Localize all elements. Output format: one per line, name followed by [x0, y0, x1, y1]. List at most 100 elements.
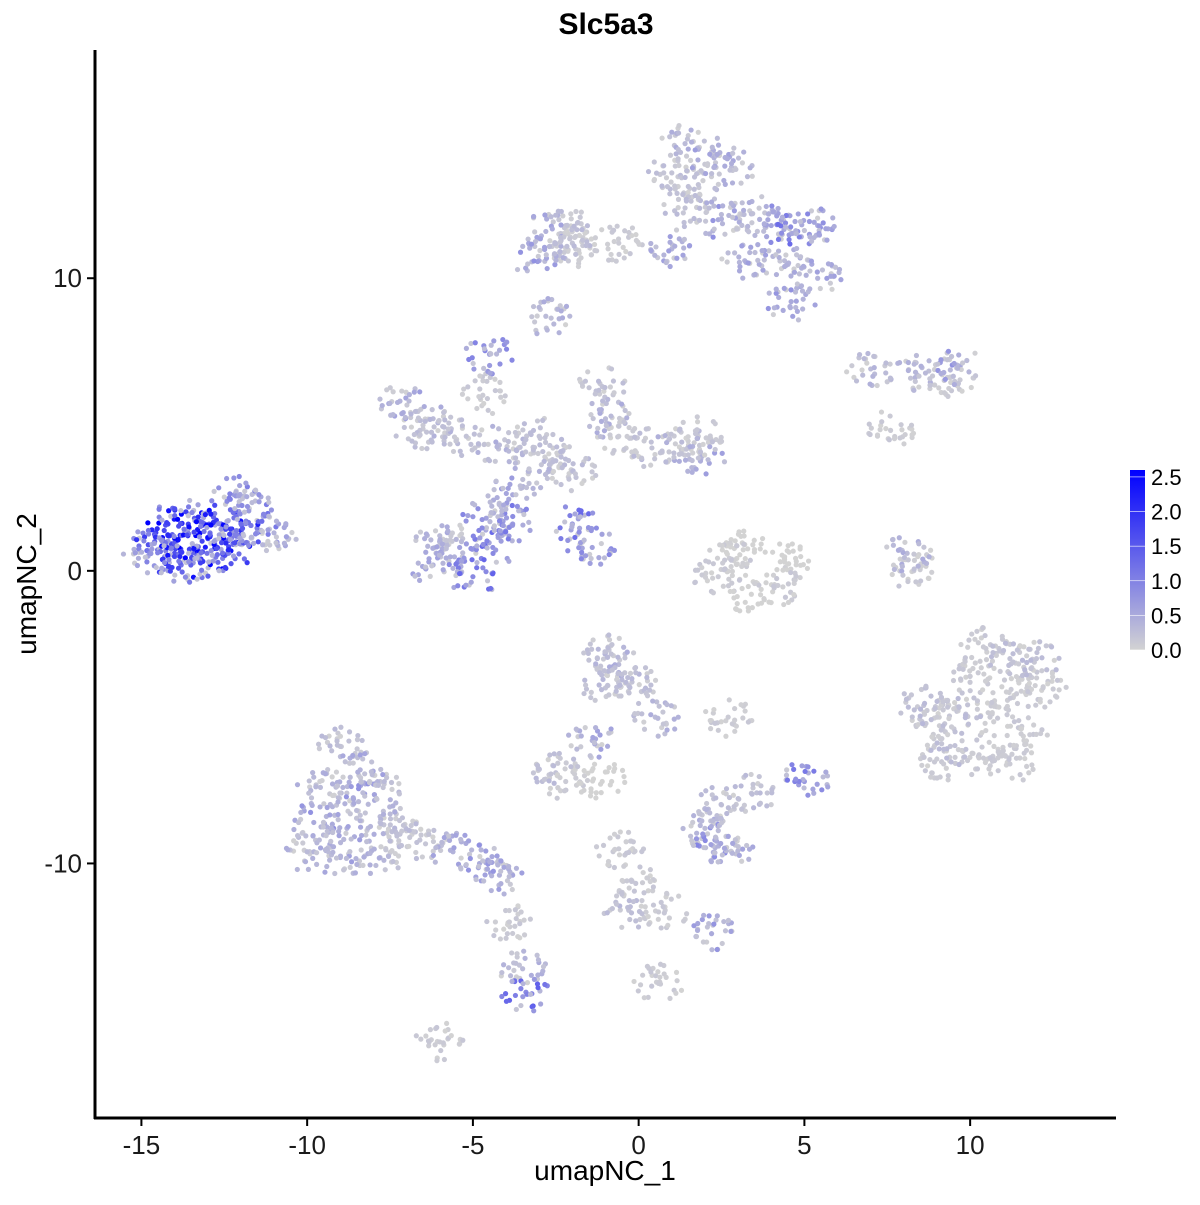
cell-point — [211, 488, 217, 494]
cell-point — [488, 342, 494, 348]
cell-point — [594, 429, 600, 436]
cell-point — [1004, 732, 1010, 739]
cell-point — [720, 203, 726, 209]
cell-point — [512, 923, 518, 929]
cell-point — [811, 219, 817, 225]
cell-point — [622, 407, 628, 414]
cell-point — [791, 766, 797, 772]
cell-point — [430, 852, 436, 859]
cell-point — [801, 785, 807, 791]
cell-point — [798, 283, 805, 289]
cell-point — [695, 129, 701, 135]
cell-point — [621, 255, 627, 261]
cell-point — [867, 381, 873, 387]
cell-point — [566, 476, 572, 482]
cell-point — [979, 730, 985, 736]
cell-point — [541, 776, 547, 783]
cell-point — [745, 546, 751, 552]
cell-point — [856, 352, 863, 358]
cell-point — [186, 579, 193, 585]
cell-point — [465, 396, 471, 402]
cell-point — [632, 665, 638, 671]
cell-point — [534, 779, 540, 785]
cell-point — [629, 449, 635, 455]
cell-point — [613, 258, 619, 264]
cell-point — [327, 857, 333, 863]
cell-point — [718, 840, 724, 847]
cell-point — [887, 427, 894, 433]
cell-point — [567, 512, 573, 519]
cell-point — [890, 542, 897, 548]
cell-point — [395, 865, 401, 871]
cell-point — [608, 651, 614, 657]
cell-point — [273, 518, 280, 524]
cell-point — [974, 698, 981, 704]
cell-point — [675, 196, 682, 202]
cell-point — [294, 782, 301, 788]
cell-point — [655, 434, 661, 440]
cell-point — [972, 636, 978, 642]
cell-point — [399, 411, 405, 417]
cell-point — [913, 579, 919, 585]
x-axis-ticks: -15 -10 -5 0 5 10 — [123, 1118, 985, 1160]
cell-point — [758, 586, 764, 592]
cell-point — [582, 682, 589, 688]
cell-point — [224, 475, 230, 482]
cell-point — [572, 771, 578, 777]
cell-point — [818, 206, 824, 212]
cell-point — [324, 863, 330, 870]
cell-point — [689, 165, 696, 171]
cell-point — [748, 244, 754, 250]
cell-point — [980, 687, 986, 693]
cell-point — [430, 834, 436, 840]
cell-point — [540, 417, 546, 423]
cell-point — [419, 854, 425, 860]
cell-point — [598, 540, 604, 547]
cell-point — [606, 257, 612, 263]
cell-point — [1000, 647, 1007, 654]
cell-point — [769, 786, 775, 793]
cell-point — [908, 422, 915, 428]
cell-point — [412, 408, 419, 415]
cell-point — [937, 690, 943, 696]
cell-point — [805, 211, 811, 217]
cell-point — [793, 776, 799, 782]
cell-point — [556, 750, 562, 757]
cell-point — [240, 533, 247, 539]
cell-point — [558, 208, 564, 215]
cell-point — [688, 198, 694, 204]
cell-point — [197, 518, 203, 525]
cell-point — [1047, 699, 1053, 705]
cell-point — [447, 554, 453, 560]
cell-point — [746, 229, 752, 235]
cell-point — [413, 1033, 419, 1039]
cell-point — [182, 555, 188, 561]
cell-point — [639, 897, 645, 904]
cell-point — [707, 810, 713, 816]
cell-point — [337, 733, 344, 739]
cell-point — [357, 752, 363, 758]
cell-point — [922, 768, 928, 774]
cell-point — [493, 439, 499, 445]
cell-point — [676, 123, 682, 129]
cell-point — [1051, 657, 1057, 663]
cell-point — [590, 637, 596, 643]
cell-point — [903, 696, 910, 702]
cell-point — [465, 512, 471, 519]
cell-point — [514, 447, 520, 454]
cell-point — [1042, 704, 1048, 710]
cell-point — [697, 205, 703, 211]
cell-point — [159, 517, 165, 523]
cell-point — [562, 519, 568, 525]
cell-point — [635, 700, 642, 707]
cell-point — [592, 697, 598, 703]
cell-point — [614, 223, 620, 229]
cell-point — [422, 536, 428, 542]
cell-point — [343, 830, 349, 836]
cell-point — [781, 559, 788, 565]
cell-point — [609, 641, 615, 648]
cell-point — [171, 578, 177, 584]
cell-point — [590, 510, 596, 516]
cell-point — [412, 444, 418, 450]
cell-point — [342, 801, 348, 807]
